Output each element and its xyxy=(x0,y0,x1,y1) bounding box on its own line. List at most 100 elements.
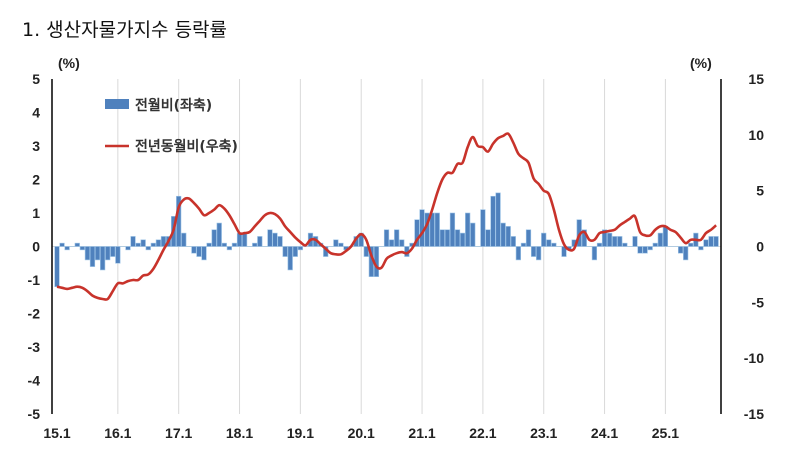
left-tick-label: -4 xyxy=(28,373,41,389)
bar-mom xyxy=(94,246,101,261)
legend: 전월비(좌축) 전년동월비(우축) xyxy=(105,97,238,155)
right-tick-label: -5 xyxy=(752,294,765,310)
bar-mom xyxy=(236,232,243,247)
bar-mom xyxy=(617,236,623,247)
bar-mom xyxy=(632,236,638,247)
left-tick-label: 0 xyxy=(32,239,40,255)
bar-mom xyxy=(59,242,65,247)
bar-mom xyxy=(64,246,70,251)
bar-mom xyxy=(338,242,344,247)
right-tick-label: -10 xyxy=(744,350,764,366)
bar-mom xyxy=(541,232,547,247)
bar-mom xyxy=(231,242,238,247)
bar-mom xyxy=(591,246,598,261)
bar-mom xyxy=(74,242,80,247)
bar-mom xyxy=(515,246,521,261)
bar-series-mom xyxy=(54,192,719,288)
bar-mom xyxy=(652,242,658,247)
bar-mom xyxy=(642,246,648,254)
bar-mom xyxy=(135,242,141,247)
bar-mom xyxy=(181,232,187,247)
bar-mom xyxy=(510,236,516,247)
bar-mom xyxy=(495,192,501,247)
right-tick-label: 10 xyxy=(748,127,764,143)
bar-mom xyxy=(439,229,445,247)
bar-mom xyxy=(647,246,653,251)
bar-mom xyxy=(287,246,293,271)
bar-mom xyxy=(333,239,339,247)
x-tick-label: 21.1 xyxy=(408,425,435,441)
bar-mom xyxy=(226,246,232,251)
bar-mom xyxy=(282,246,288,257)
bar-mom xyxy=(125,246,131,251)
x-tick-label: 19.1 xyxy=(287,425,314,441)
bar-mom xyxy=(155,239,162,247)
bar-mom xyxy=(389,239,395,247)
left-axis-ticks: 5 4 3 2 1 0 -1 -2 -3 -4 -5 xyxy=(28,71,41,422)
bar-mom xyxy=(241,232,248,247)
bar-mom xyxy=(84,246,91,261)
x-tick-label: 24.1 xyxy=(591,425,618,441)
bar-mom xyxy=(191,246,197,254)
bar-mom xyxy=(662,226,668,247)
bar-mom xyxy=(79,246,85,251)
bar-mom xyxy=(434,212,440,247)
bar-mom xyxy=(546,239,552,247)
left-tick-label: 4 xyxy=(32,105,40,121)
bar-mom xyxy=(267,229,273,247)
bar-mom xyxy=(601,229,608,247)
right-axis-unit: (%) xyxy=(690,55,712,71)
bar-mom xyxy=(206,242,212,247)
bar-mom xyxy=(637,246,643,254)
bar-mom xyxy=(211,229,217,247)
bar-mom xyxy=(459,232,466,247)
bar-mom xyxy=(490,195,496,247)
bar-mom xyxy=(480,209,486,247)
right-tick-label: -15 xyxy=(744,406,764,422)
bar-mom xyxy=(257,236,263,247)
bar-mom xyxy=(394,229,400,247)
legend-bar-label: 전월비(좌축) xyxy=(135,97,212,114)
left-tick-label: -1 xyxy=(28,272,41,288)
bar-mom xyxy=(160,236,167,247)
bar-mom xyxy=(612,236,618,247)
bar-mom xyxy=(115,246,121,264)
left-axis-unit: (%) xyxy=(58,55,80,71)
bar-mom xyxy=(713,236,719,247)
bar-mom xyxy=(708,236,714,247)
bar-mom xyxy=(272,232,278,247)
bar-mom xyxy=(277,236,283,247)
bar-mom xyxy=(465,212,471,247)
bar-mom xyxy=(54,246,60,288)
bar-mom xyxy=(196,246,202,257)
right-tick-label: 5 xyxy=(756,183,764,199)
bar-mom xyxy=(221,242,227,247)
bar-mom xyxy=(399,239,405,247)
bar-mom xyxy=(581,229,587,247)
left-tick-label: 1 xyxy=(32,205,40,221)
bar-mom xyxy=(698,246,704,251)
bar-mom xyxy=(110,246,116,257)
x-tick-label: 18.1 xyxy=(226,425,253,441)
x-axis-ticks: 15.1 16.1 17.1 18.1 19.1 20.1 21.1 22.1 23.1 24.1… xyxy=(43,425,679,441)
x-tick-label: 23.1 xyxy=(530,425,557,441)
bar-mom xyxy=(470,222,476,247)
bar-mom xyxy=(145,246,151,251)
bar-mom xyxy=(500,222,506,247)
bar-mom xyxy=(201,246,207,261)
bar-mom xyxy=(485,229,491,247)
bar-mom xyxy=(657,232,663,247)
bar-mom xyxy=(596,242,603,247)
left-tick-label: -2 xyxy=(28,306,41,322)
bar-mom xyxy=(505,226,511,247)
bar-mom xyxy=(683,246,689,261)
bar-mom xyxy=(622,242,628,247)
bar-mom xyxy=(150,242,156,247)
bar-mom xyxy=(383,229,390,247)
left-tick-label: -3 xyxy=(28,339,41,355)
bar-mom xyxy=(444,229,450,247)
left-tick-label: 3 xyxy=(32,138,40,154)
bar-mom xyxy=(292,246,298,257)
legend-line-label: 전년동월비(우축) xyxy=(135,138,238,155)
